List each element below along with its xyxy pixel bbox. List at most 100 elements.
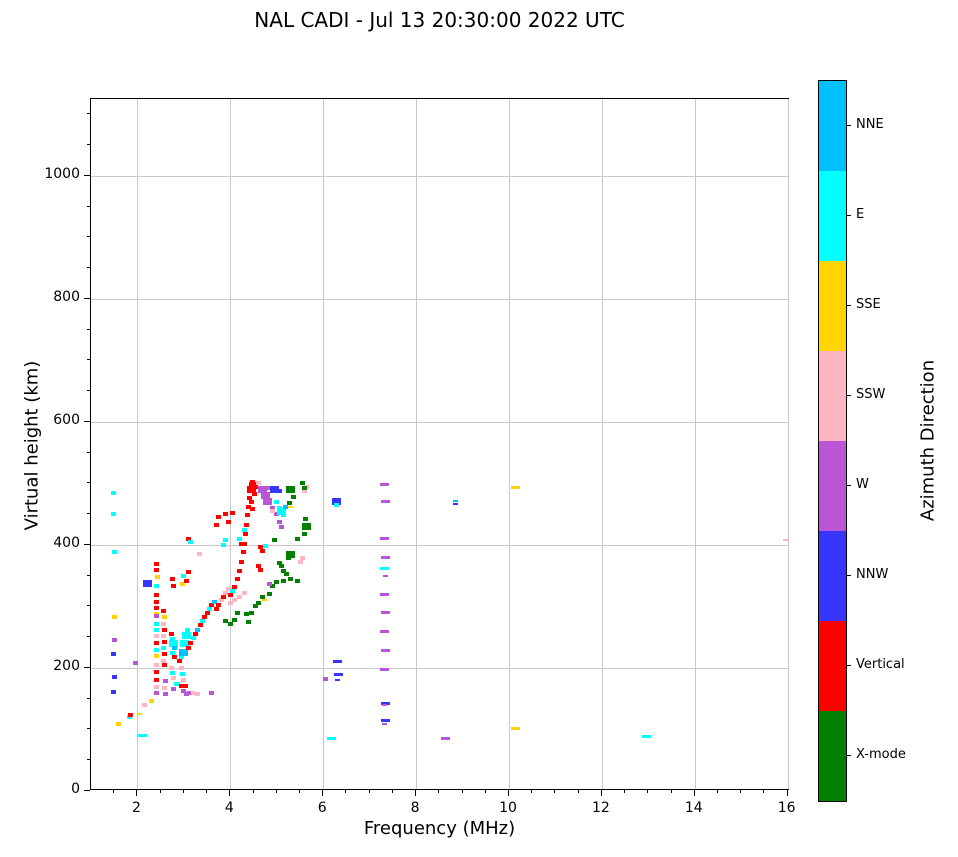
data-point: [225, 519, 231, 524]
x-axis-minor-tick: [438, 790, 440, 793]
data-point: [183, 578, 189, 583]
data-point: [162, 678, 168, 683]
data-point: [255, 481, 261, 486]
data-point: [380, 667, 390, 671]
data-point: [227, 621, 233, 626]
data-point: [188, 539, 194, 544]
y-axis-minor-tick: [87, 359, 90, 361]
data-point: [302, 523, 312, 530]
data-point: [381, 649, 391, 653]
data-point: [381, 556, 391, 560]
data-point: [258, 486, 268, 494]
colorbar-segment-w: [819, 441, 846, 531]
y-tick-label: 200: [53, 657, 80, 674]
x-axis-tick: [415, 790, 417, 796]
data-point: [299, 481, 305, 486]
data-point: [453, 502, 459, 505]
colorbar-tick: [846, 665, 851, 666]
data-point: [161, 685, 167, 690]
data-point: [199, 619, 205, 624]
data-point: [110, 651, 116, 656]
data-point: [241, 590, 247, 595]
colorbar-segment-nne: [819, 81, 846, 171]
data-point: [269, 486, 279, 494]
data-point: [137, 713, 143, 716]
data-point: [142, 580, 152, 588]
data-point: [112, 637, 118, 642]
x-tick-label: 8: [410, 800, 420, 816]
data-point: [239, 541, 245, 546]
data-point: [381, 500, 391, 504]
x-axis-minor-tick: [252, 790, 254, 793]
data-point: [161, 662, 167, 667]
data-point: [181, 632, 191, 640]
data-point: [511, 726, 521, 730]
y-axis-minor-tick: [87, 574, 90, 576]
data-point: [288, 505, 294, 508]
y-tick-label: 400: [53, 534, 80, 551]
data-point: [299, 556, 305, 561]
data-point: [169, 670, 175, 675]
data-point: [181, 573, 187, 578]
data-point: [288, 576, 294, 581]
data-point: [154, 640, 160, 645]
y-axis-minor-tick: [87, 328, 90, 330]
colorbar-tick-label: SSE: [856, 297, 881, 312]
data-point: [380, 592, 390, 596]
data-point: [260, 492, 270, 500]
y-axis-label: Virtual height (km): [21, 360, 43, 531]
data-point: [641, 735, 651, 739]
data-point: [381, 611, 391, 615]
data-point: [247, 496, 253, 501]
data-point: [168, 665, 174, 670]
x-axis-minor-tick: [299, 790, 300, 793]
data-point: [154, 574, 160, 579]
data-point: [181, 678, 187, 683]
data-point: [223, 590, 229, 595]
data-point: [227, 593, 233, 598]
data-point: [276, 519, 282, 524]
colorbar-tick: [846, 395, 851, 396]
data-point: [511, 485, 521, 489]
data-point: [160, 658, 166, 663]
x-axis-tick: [508, 790, 509, 796]
data-point: [160, 608, 166, 613]
grid-line-vertical: [601, 99, 603, 789]
data-point: [382, 704, 388, 707]
x-axis-tick: [600, 790, 602, 796]
data-point: [154, 654, 160, 659]
data-point: [237, 594, 243, 599]
data-point: [297, 560, 303, 565]
x-tick-label: 4: [224, 800, 234, 816]
data-point: [269, 584, 275, 589]
data-point: [227, 601, 233, 606]
data-point: [269, 506, 275, 511]
y-axis-minor-tick: [87, 113, 90, 115]
data-point: [260, 595, 266, 600]
data-point: [380, 536, 390, 540]
data-point: [211, 599, 217, 604]
data-point: [162, 692, 168, 697]
data-point: [244, 611, 250, 616]
data-point: [261, 599, 267, 602]
colorbar-segment-sse: [819, 261, 846, 351]
data-point: [230, 589, 236, 594]
data-point: [234, 610, 240, 615]
x-axis-minor-tick: [345, 790, 347, 793]
data-point: [116, 721, 122, 726]
data-point: [190, 636, 196, 641]
data-point: [281, 568, 287, 573]
x-axis-minor-tick: [670, 790, 672, 793]
y-axis-tick: [84, 543, 90, 545]
x-axis-minor-tick: [531, 790, 533, 793]
x-axis-minor-tick: [368, 790, 370, 793]
data-point: [213, 606, 219, 611]
x-tick-label: 6: [317, 800, 327, 816]
data-point: [331, 497, 341, 505]
data-point: [168, 639, 178, 647]
data-point: [383, 574, 389, 577]
data-point: [251, 491, 257, 496]
data-point: [170, 686, 176, 691]
data-point: [173, 681, 179, 686]
data-point: [246, 486, 256, 494]
